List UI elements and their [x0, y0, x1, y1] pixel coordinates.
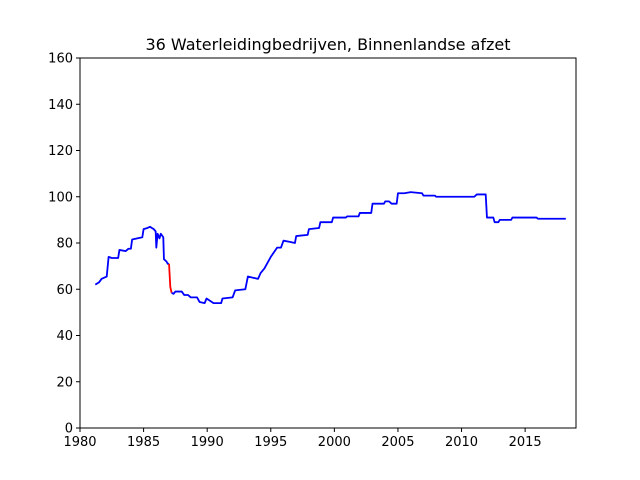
series-line-1	[94, 225, 170, 286]
x-tick-label: 2005	[381, 435, 414, 450]
x-tick-label: 1985	[127, 435, 160, 450]
y-tick-label: 160	[48, 52, 73, 67]
y-tick-label: 40	[56, 329, 73, 344]
y-tick-label: 140	[48, 98, 73, 113]
y-tick-label: 120	[48, 144, 73, 159]
series-line-3	[171, 191, 566, 305]
y-tick-label: 100	[48, 190, 73, 205]
y-tick-label: 0	[65, 422, 73, 437]
y-tick-label: 80	[56, 237, 73, 252]
axis-ticks: 1980 1985 1990 1995 2000 2005 2010 2015 0 20 40 60 8…	[48, 52, 542, 451]
x-tick-label: 2015	[509, 435, 542, 450]
series-line-2	[168, 263, 173, 293]
y-tick-label: 20	[56, 375, 73, 390]
chart-title: 36 Waterleidingbedrijven, Binnenlandse a…	[145, 35, 510, 54]
x-tick-label: 2000	[318, 435, 351, 450]
x-tick-label: 2010	[445, 435, 478, 450]
plot-lines	[94, 191, 566, 305]
x-tick-label: 1995	[254, 435, 287, 450]
y-tick-label: 60	[56, 283, 73, 298]
x-tick-label: 1980	[63, 435, 96, 450]
x-tick-label: 1990	[191, 435, 224, 450]
axes-frame	[79, 57, 577, 429]
